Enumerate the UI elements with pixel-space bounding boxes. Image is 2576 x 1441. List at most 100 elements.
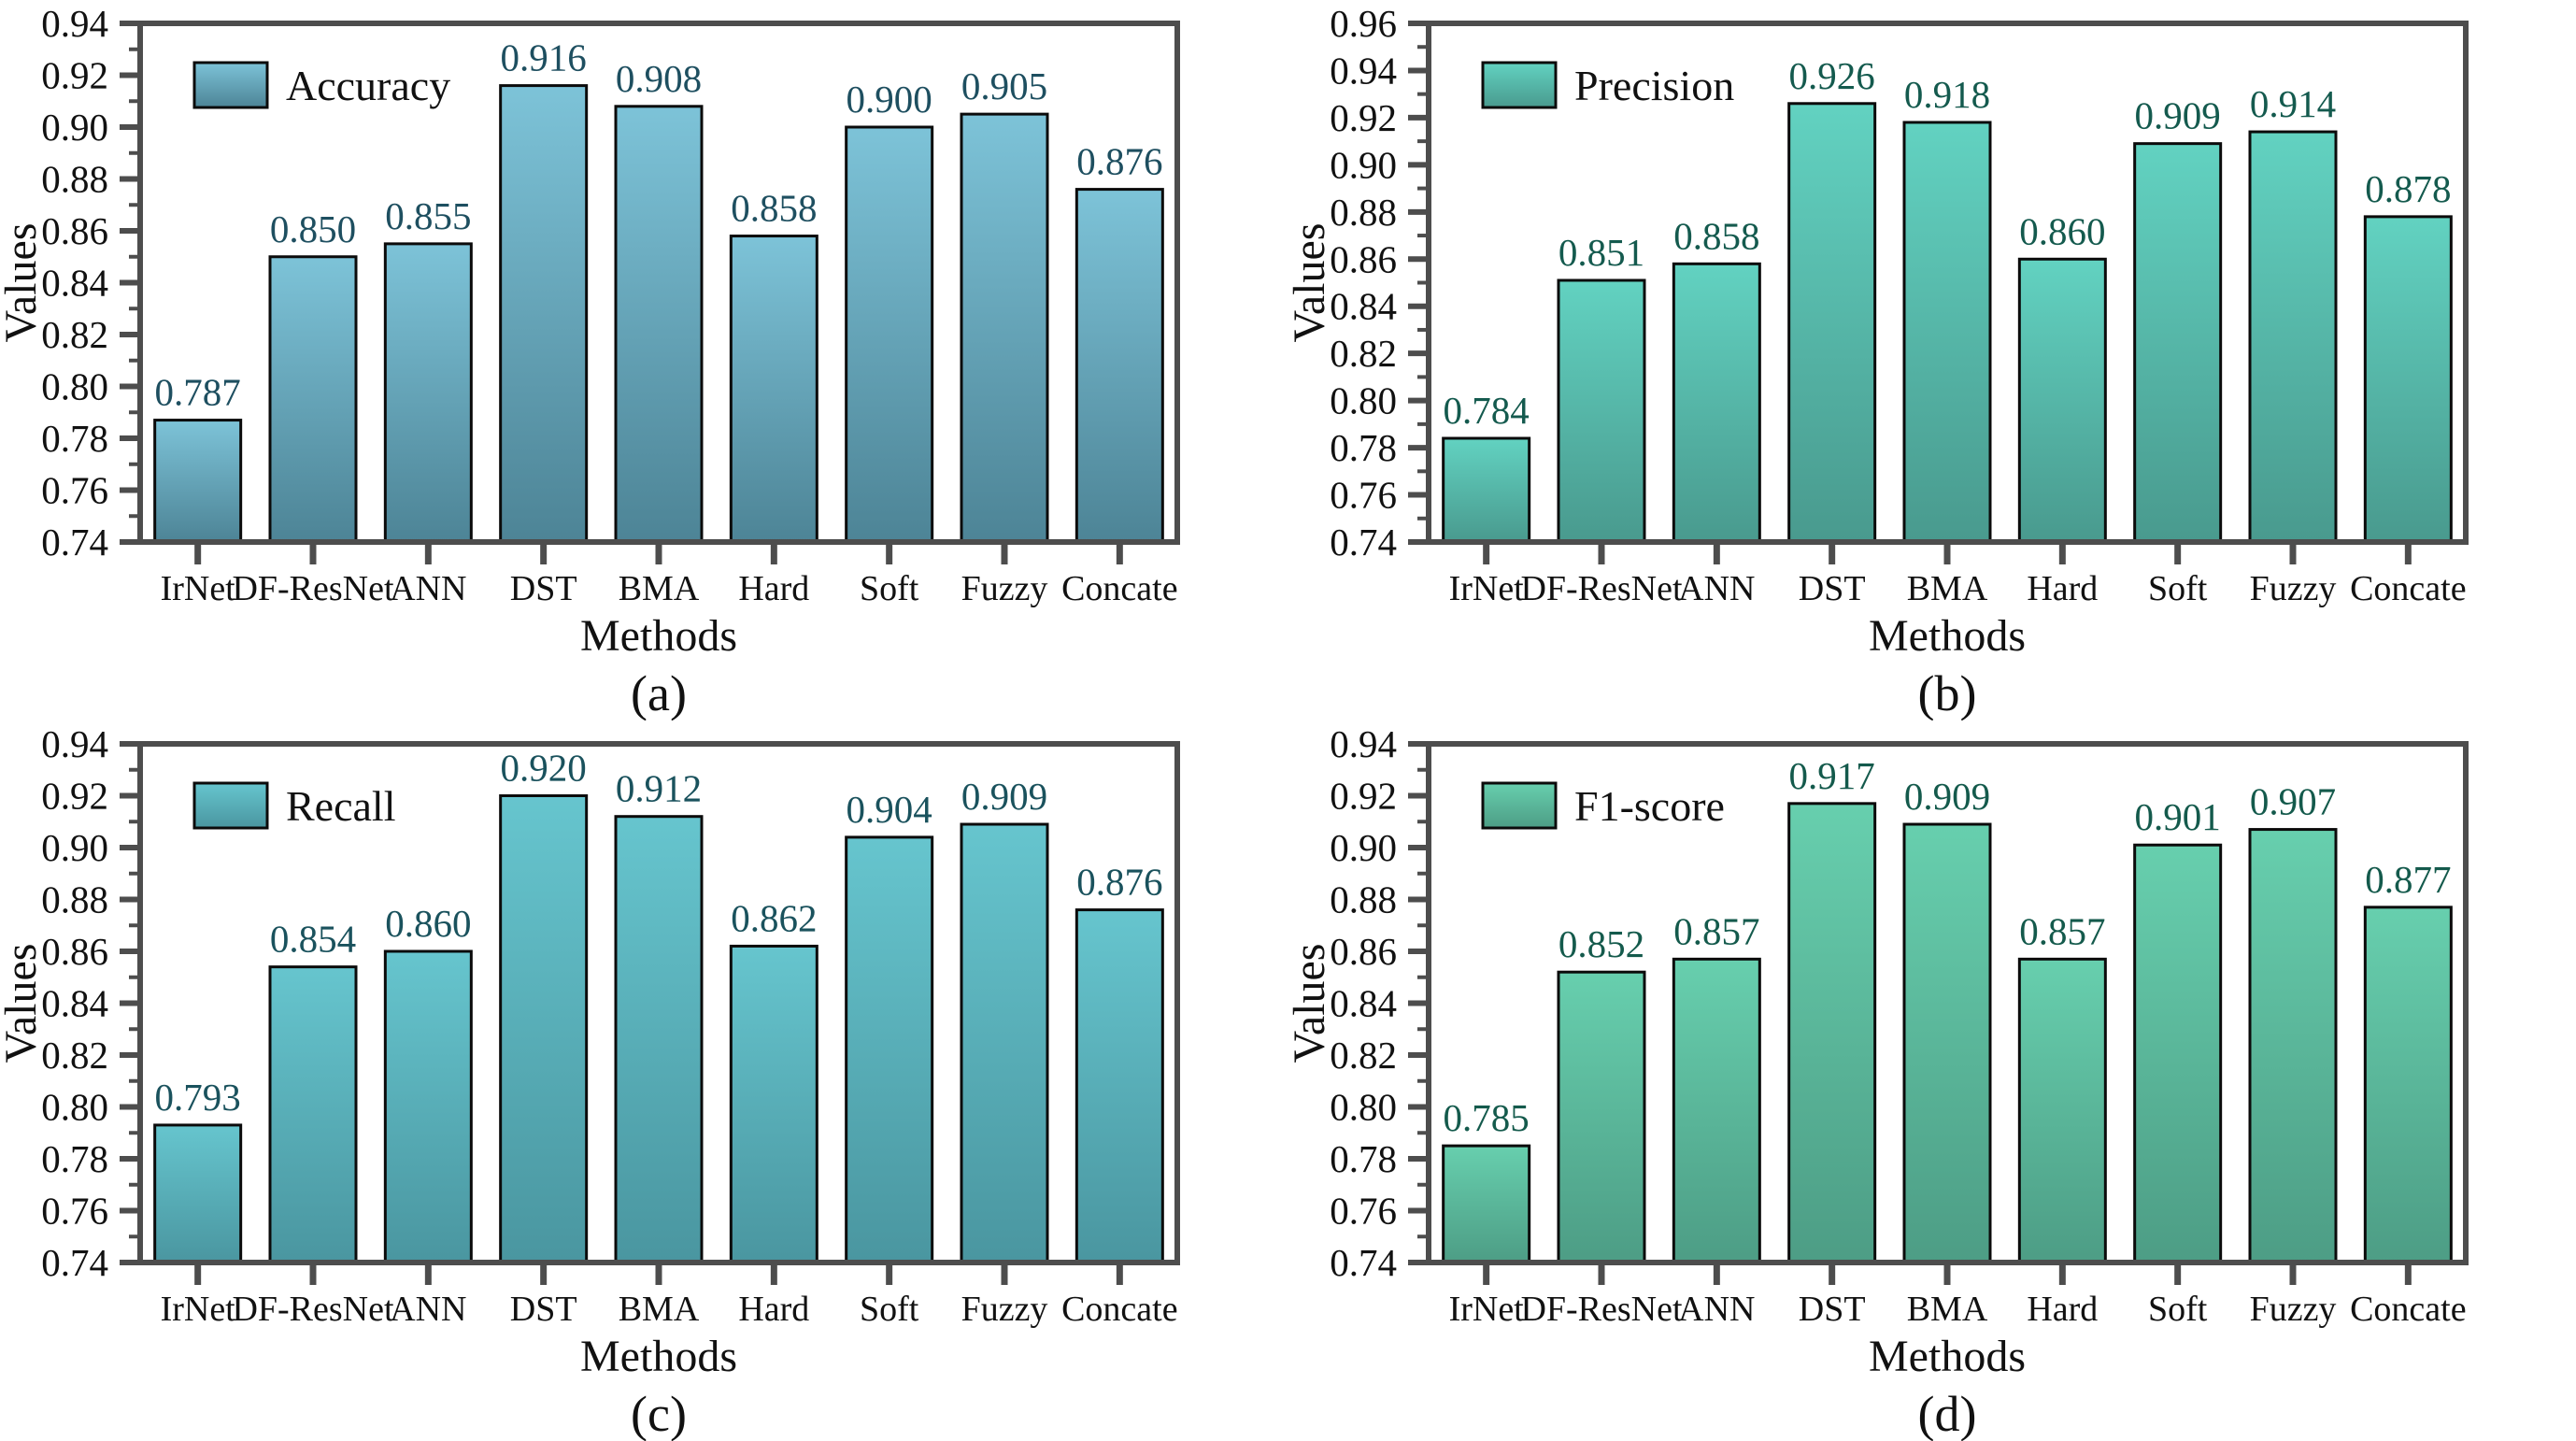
y-tick-label: 0.84 xyxy=(41,982,108,1025)
bar-DST xyxy=(1786,802,1876,1264)
chart-f1-score: 0.74 0.76 0.78 0.80 0.82 0.84 0.86 0.88 0.90 0.92… xyxy=(1288,720,2576,1441)
value-label-Concate: 0.877 xyxy=(2365,858,2451,901)
chart-svg-a: 0.74 0.76 0.78 0.80 0.82 0.84 0.86 0.88 0.90 0.92… xyxy=(0,2,1180,720)
bar-Concate xyxy=(1075,908,1164,1264)
legend-swatch xyxy=(1481,781,1557,830)
y-tick-label: 0.78 xyxy=(41,417,108,460)
value-label-Soft: 0.904 xyxy=(847,788,932,831)
y-tick-label: 0.80 xyxy=(41,365,108,408)
y-tick-label: 0.76 xyxy=(41,1190,108,1233)
x-axis-title: Methods xyxy=(1869,611,2026,661)
chart-precision: 0.74 0.76 0.78 0.80 0.82 0.84 0.86 0.88 0.90 0.92… xyxy=(1288,0,2576,720)
bar-DST xyxy=(499,794,589,1264)
value-label-Hard: 0.858 xyxy=(731,187,817,230)
x-tick-label-ANN: ANN xyxy=(1678,569,1755,608)
chart-recall: 0.74 0.76 0.78 0.80 0.82 0.84 0.86 0.88 0.90 0.92… xyxy=(0,720,1288,1441)
legend: Accuracy xyxy=(192,61,450,109)
x-tick-label-DST: DST xyxy=(1798,1290,1865,1329)
bars xyxy=(153,84,1164,544)
subplot-caption: (b) xyxy=(1917,665,1976,720)
bar-DST xyxy=(499,84,589,544)
chart-svg-b: 0.740.760.780.800.820.840.860.880.900.92… xyxy=(1288,2,2469,720)
legend-label: Precision xyxy=(1574,62,1734,109)
x-axis-title: Methods xyxy=(580,611,737,661)
value-label-Concate: 0.876 xyxy=(1076,861,1162,904)
x-tick-label-Soft: Soft xyxy=(2147,569,2207,608)
y-tick-label: 0.76 xyxy=(1330,474,1397,517)
x-tick-label-Fuzzy: Fuzzy xyxy=(961,1290,1048,1329)
y-axis-title: Values xyxy=(1288,223,1334,343)
x-tick-label-DF-ResNet: DF-ResNet xyxy=(232,569,394,608)
bar-Fuzzy xyxy=(2248,130,2337,544)
y-tick-label: 0.84 xyxy=(41,262,108,305)
x-tick-label-BMA: BMA xyxy=(619,569,700,608)
bar-BMA xyxy=(1902,121,1991,544)
plot-frame xyxy=(137,21,1180,545)
y-tick-label: 0.86 xyxy=(41,930,108,973)
x-tick-label-BMA: BMA xyxy=(1906,569,1987,608)
value-label-DF-ResNet: 0.852 xyxy=(1558,922,1644,965)
legend-swatch xyxy=(1481,61,1557,109)
x-tick-label-Hard: Hard xyxy=(738,569,809,608)
bar-IrNet xyxy=(153,1123,243,1264)
x-axis-title: Methods xyxy=(580,1332,737,1381)
bar-IrNet xyxy=(153,419,243,544)
value-label-IrNet: 0.787 xyxy=(155,371,241,414)
value-label-Hard: 0.857 xyxy=(2019,909,2105,952)
value-label-Fuzzy: 0.909 xyxy=(961,775,1047,818)
y-tick-label: 0.76 xyxy=(1330,1190,1397,1233)
value-label-BMA: 0.909 xyxy=(1903,775,1989,818)
bar-Hard xyxy=(729,944,818,1264)
x-tick-label-Fuzzy: Fuzzy xyxy=(2249,1290,2336,1329)
bar-DF-ResNet xyxy=(1557,970,1645,1264)
bar-Concate xyxy=(1075,188,1164,544)
y-tick-label: 0.82 xyxy=(41,313,108,356)
bar-Soft xyxy=(2132,843,2222,1264)
value-label-IrNet: 0.784 xyxy=(1443,389,1529,432)
value-label-DF-ResNet: 0.854 xyxy=(270,918,356,961)
x-tick-label-DST: DST xyxy=(510,569,577,608)
value-label-Hard: 0.862 xyxy=(731,896,817,939)
y-axis-major-ticks: 0.740.760.780.800.820.840.860.880.900.92… xyxy=(41,2,140,564)
value-label-IrNet: 0.793 xyxy=(155,1076,241,1119)
bar-IrNet xyxy=(1441,436,1530,544)
bar-DST xyxy=(1786,102,1876,544)
x-tick-label-Concate: Concate xyxy=(2350,1290,2467,1329)
value-labels: 0.785 0.852 0.857 0.917 0.909 0.857 0.901 0.907… xyxy=(1443,754,2451,1139)
chart-svg-c: 0.74 0.76 0.78 0.80 0.82 0.84 0.86 0.88 0.90 0.92… xyxy=(0,722,1180,1441)
x-tick-label-DF-ResNet: DF-ResNet xyxy=(1520,1290,1683,1329)
value-label-Soft: 0.900 xyxy=(847,78,932,121)
y-tick-label: 0.74 xyxy=(41,1241,108,1284)
y-tick-label: 0.80 xyxy=(1330,379,1397,422)
value-label-BMA: 0.908 xyxy=(616,57,702,100)
y-tick-label: 0.96 xyxy=(1330,2,1397,45)
y-tick-label: 0.76 xyxy=(41,469,108,512)
bar-Fuzzy xyxy=(2248,828,2337,1264)
x-tick-label-Soft: Soft xyxy=(860,1290,919,1329)
y-tick-label: 0.86 xyxy=(41,209,108,252)
value-label-Fuzzy: 0.905 xyxy=(961,64,1047,107)
y-tick-label: 0.88 xyxy=(41,878,108,921)
y-tick-label: 0.90 xyxy=(1330,826,1397,869)
bar-Concate xyxy=(2363,906,2453,1264)
y-tick-label: 0.88 xyxy=(1330,191,1397,234)
x-tick-label-Concate: Concate xyxy=(2350,569,2467,608)
y-axis-major-ticks: 0.740.760.780.800.820.840.860.880.900.92… xyxy=(1330,2,1429,564)
x-tick-label-DF-ResNet: DF-ResNet xyxy=(232,1290,394,1329)
bar-ANN xyxy=(1672,957,1761,1264)
x-tick-label-Hard: Hard xyxy=(2027,569,2098,608)
bar-DF-ResNet xyxy=(268,255,358,544)
y-axis-major-ticks: 0.740.760.780.800.820.840.860.880.900.92… xyxy=(41,722,140,1284)
value-label-IrNet: 0.785 xyxy=(1443,1096,1529,1139)
legend: F1-score xyxy=(1481,781,1724,830)
x-axis-title: Methods xyxy=(1869,1332,2026,1381)
x-tick-label-ANN: ANN xyxy=(1678,1290,1755,1329)
x-tick-label-Concate: Concate xyxy=(1061,569,1178,608)
bar-Soft xyxy=(845,835,934,1264)
bar-BMA xyxy=(614,105,704,544)
x-tick-label-BMA: BMA xyxy=(1906,1290,1987,1329)
value-label-Soft: 0.901 xyxy=(2134,795,2220,838)
bar-IrNet xyxy=(1441,1144,1530,1264)
bar-BMA xyxy=(614,815,704,1264)
